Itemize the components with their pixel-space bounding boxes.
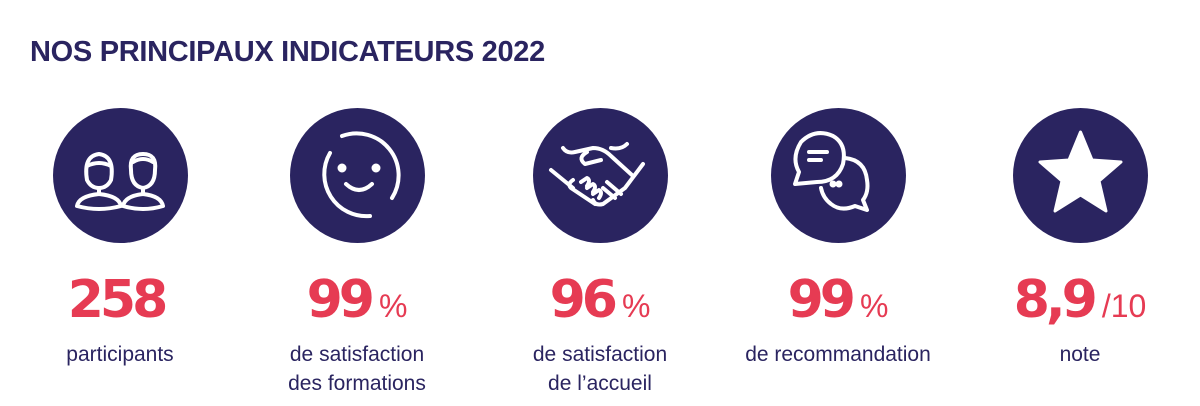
indicator-value: 96% (549, 270, 651, 330)
indicator-value: 8,9/10 (1013, 270, 1147, 330)
handshake-icon (533, 108, 668, 243)
indicator-value: 99% (306, 270, 408, 330)
indicator-label: note (1059, 343, 1101, 366)
indicator-label: de satisfaction des formations (288, 343, 426, 395)
indicator-label: de recommandation (745, 343, 931, 366)
star-icon (1013, 108, 1148, 243)
page-title: NOS PRINCIPAUX INDICATEURS 2022 (30, 36, 545, 68)
indicator-value: 99% (787, 270, 889, 330)
chat-bubbles-icon (771, 108, 906, 243)
people-icon (53, 108, 188, 243)
indicator-value: 258 (67, 270, 169, 330)
smiley-icon (290, 108, 425, 243)
indicator-label: participants (66, 343, 174, 366)
indicator-label: de satisfaction de l’accueil (532, 343, 668, 395)
